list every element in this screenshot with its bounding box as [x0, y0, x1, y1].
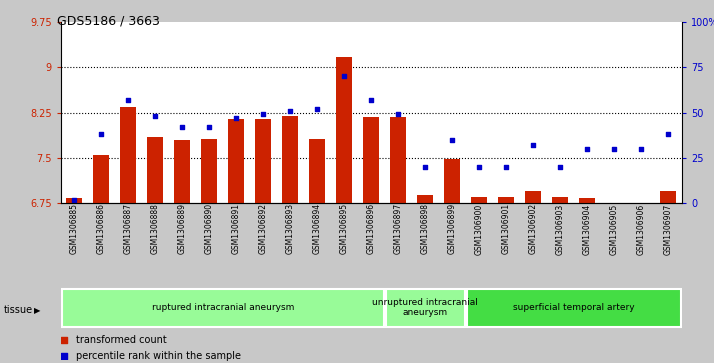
Text: GSM1306904: GSM1306904 — [583, 203, 592, 254]
Bar — [417, 195, 433, 203]
Point — [238, 309, 250, 315]
Bar — [390, 117, 406, 203]
Point — [663, 131, 674, 137]
Text: GSM1306896: GSM1306896 — [367, 203, 376, 254]
Text: GSM1306892: GSM1306892 — [258, 203, 268, 254]
Text: GSM1306898: GSM1306898 — [421, 203, 430, 254]
Bar — [606, 203, 623, 208]
Text: GSM1306893: GSM1306893 — [286, 203, 295, 254]
Bar — [282, 115, 298, 203]
Text: GSM1306889: GSM1306889 — [178, 203, 187, 254]
Bar — [309, 139, 326, 203]
Bar — [336, 57, 353, 203]
Text: ruptured intracranial aneurysm: ruptured intracranial aneurysm — [151, 303, 294, 312]
Point — [338, 73, 350, 79]
Text: GSM1306906: GSM1306906 — [637, 203, 646, 254]
Point — [203, 124, 215, 130]
Bar — [633, 203, 650, 208]
Bar — [174, 140, 191, 203]
Bar — [444, 159, 461, 203]
Bar — [552, 197, 568, 203]
Point — [149, 113, 161, 119]
Text: GSM1306885: GSM1306885 — [70, 203, 79, 254]
Bar — [61, 289, 384, 327]
Point — [393, 111, 404, 117]
Text: GSM1306895: GSM1306895 — [340, 203, 348, 254]
Text: tissue: tissue — [4, 305, 33, 315]
Bar — [228, 119, 244, 203]
Point — [420, 164, 431, 170]
Text: GSM1306890: GSM1306890 — [205, 203, 213, 254]
Bar — [255, 119, 271, 203]
Text: GSM1306907: GSM1306907 — [664, 203, 673, 254]
Point — [528, 142, 539, 148]
Bar — [147, 137, 164, 203]
Bar — [467, 289, 681, 327]
Point — [69, 197, 80, 203]
Point — [366, 97, 377, 103]
Point — [635, 146, 647, 152]
Point — [258, 111, 269, 117]
Text: GSM1306902: GSM1306902 — [529, 203, 538, 254]
Bar — [66, 198, 82, 203]
Point — [231, 115, 242, 121]
Point — [555, 164, 566, 170]
Text: GSM1306886: GSM1306886 — [96, 203, 106, 254]
Point — [473, 164, 485, 170]
Point — [446, 137, 458, 143]
Bar — [471, 197, 488, 203]
Point — [501, 164, 512, 170]
Text: GSM1306905: GSM1306905 — [610, 203, 619, 254]
Point — [238, 171, 250, 176]
Bar — [386, 289, 465, 327]
Text: GSM1306897: GSM1306897 — [394, 203, 403, 254]
Point — [123, 97, 134, 103]
Bar — [526, 191, 541, 203]
Text: transformed count: transformed count — [76, 335, 167, 345]
Text: GSM1306900: GSM1306900 — [475, 203, 484, 254]
Point — [285, 108, 296, 114]
Bar — [363, 117, 379, 203]
Bar — [201, 139, 217, 203]
Text: GSM1306903: GSM1306903 — [555, 203, 565, 254]
Bar — [120, 107, 136, 203]
Text: GSM1306901: GSM1306901 — [502, 203, 511, 254]
Text: ▶: ▶ — [34, 306, 41, 315]
Text: GDS5186 / 3663: GDS5186 / 3663 — [57, 15, 160, 28]
Text: GSM1306894: GSM1306894 — [313, 203, 322, 254]
Text: GSM1306899: GSM1306899 — [448, 203, 457, 254]
Text: GSM1306891: GSM1306891 — [232, 203, 241, 254]
Text: percentile rank within the sample: percentile rank within the sample — [76, 351, 241, 360]
Bar — [498, 197, 514, 203]
Point — [608, 146, 620, 152]
Point — [96, 131, 107, 137]
Bar — [93, 155, 109, 203]
Text: superficial temporal artery: superficial temporal artery — [513, 303, 635, 312]
Point — [582, 146, 593, 152]
Bar — [579, 198, 595, 203]
Text: GSM1306887: GSM1306887 — [124, 203, 133, 254]
Text: GSM1306888: GSM1306888 — [151, 203, 160, 254]
Point — [311, 106, 323, 112]
Point — [176, 124, 188, 130]
Text: unruptured intracranial
aneurysm: unruptured intracranial aneurysm — [373, 298, 478, 317]
Bar — [660, 191, 676, 203]
